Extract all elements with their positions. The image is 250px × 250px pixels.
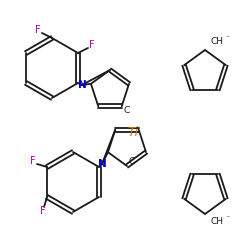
Text: F: F: [89, 40, 95, 50]
Text: ⁻: ⁻: [226, 34, 230, 42]
Text: CH: CH: [210, 218, 224, 226]
Text: F: F: [40, 206, 46, 216]
Text: CH: CH: [210, 38, 224, 46]
Text: C: C: [124, 106, 130, 115]
Text: ⁻: ⁻: [226, 214, 230, 222]
Text: C: C: [129, 156, 135, 166]
Text: N: N: [78, 80, 86, 90]
Text: F: F: [35, 25, 41, 35]
Text: Ti: Ti: [128, 126, 138, 138]
Text: N: N: [98, 159, 106, 169]
Text: F: F: [30, 156, 36, 166]
